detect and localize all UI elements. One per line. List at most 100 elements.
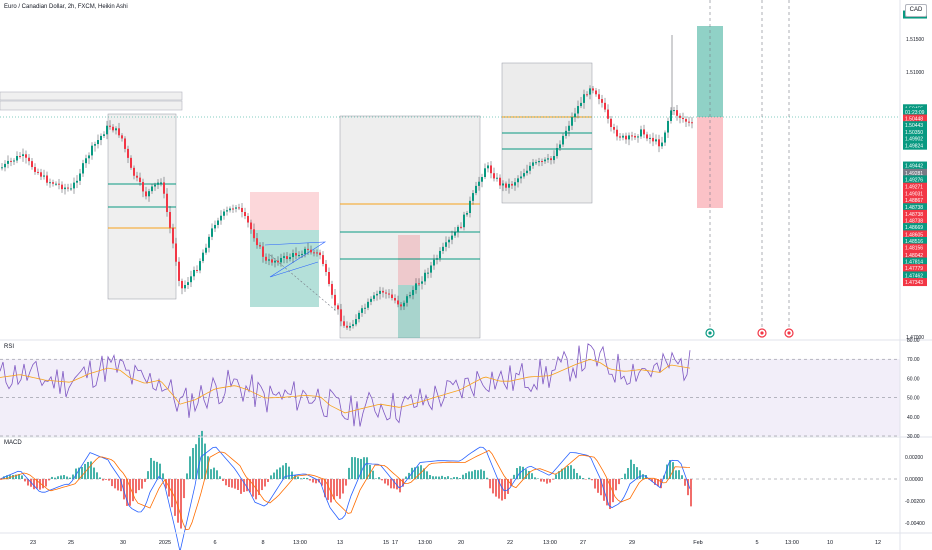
macd-histogram-bar [183,479,185,499]
price-badge [903,243,927,252]
candle [58,183,60,185]
pattern-line[interactable] [264,241,327,278]
candle [235,207,237,209]
macd-histogram-bar [582,478,584,479]
macd-line [0,446,691,550]
stop-zone[interactable] [250,192,319,230]
macd-histogram-bar [372,470,374,479]
macd-histogram-bar [435,476,437,479]
macd-histogram-bar [594,479,596,489]
macd-histogram-bar [90,461,92,479]
macd-histogram-bar [159,463,161,479]
candle [547,158,549,160]
macd-histogram-bar [84,463,86,479]
macd-histogram-bar [267,479,269,482]
candle [493,173,495,179]
rsi-line [0,343,691,427]
dollar-icon [708,331,712,335]
time-tick-label: 20 [458,540,464,546]
macd-histogram-bar [117,479,119,491]
candle [331,284,333,295]
candle [445,242,447,247]
target-zone[interactable] [250,230,319,307]
candle [631,135,633,137]
macd-histogram-bar [375,478,377,479]
candle [166,193,168,212]
candle [358,312,360,320]
price-badge [903,223,927,232]
target-zone[interactable] [697,26,723,117]
macd-histogram-bar [132,479,134,502]
price-badge-label: 1.48738 [905,218,923,224]
time-axis[interactable]: 23 25 30 2025 6 8 13:00 13 15 17 13:00 20 22 13:00 27 2… [30,540,881,546]
macd-histogram-bar [441,475,443,479]
macd-histogram-bar [348,467,350,479]
rsi-pane[interactable] [0,343,900,437]
macd-histogram-bar [204,443,206,479]
price-badge [903,182,927,191]
candle [109,125,111,127]
macd-histogram-bar [297,476,299,479]
price-badge-label: 1.49824 [905,144,923,150]
candle [67,187,69,189]
macd-histogram-bar [147,471,149,479]
candle [502,183,504,186]
macd-histogram-bar [126,479,128,506]
candle [421,281,423,284]
macd-label: MACD [4,440,22,446]
macd-histogram-bar [0,479,2,480]
macd-histogram-bar [195,444,197,479]
price-badge-label: 1.50350 [905,130,923,136]
macd-histogram-bar [51,476,53,479]
time-tick-label: 25 [68,540,74,546]
macd-histogram-bar [213,467,215,479]
target-zone[interactable] [398,285,420,338]
event-icon [760,331,764,335]
candle [550,158,552,161]
time-tick-label: 15 [383,540,389,546]
currency-button[interactable]: CAD [905,4,927,17]
macd-histogram-bar [282,465,284,479]
macd-histogram-bar [111,479,113,487]
macd-histogram-bar [330,479,332,503]
candle [580,102,582,107]
zone-box[interactable] [339,115,481,339]
macd-histogram-bar [102,479,104,481]
price-badge [903,278,927,287]
macd-histogram-bar [477,470,479,479]
candle [397,300,399,305]
macd-histogram-bar [363,457,365,479]
candle [571,117,573,126]
candle [82,163,84,174]
macd-histogram-bar [339,479,341,499]
macd-histogram-bar [465,473,467,479]
candle [70,188,72,190]
candle [685,119,687,122]
candle [73,182,75,189]
macd-pane[interactable] [0,430,900,550]
candle [301,253,303,255]
price-badge-label: 1.49281 [905,171,923,177]
zone-box[interactable] [0,91,183,101]
macd-histogram-bar [624,473,626,479]
macd-histogram-bar [270,475,272,479]
candle [340,309,342,322]
zone-box[interactable] [0,100,183,111]
candle [334,294,336,306]
rsi-tick-label: 70.00 [907,357,920,363]
candle [451,235,453,240]
price-badge-label: 1.48867 [905,198,923,204]
macd-histogram-bar [207,456,209,479]
candle [442,246,444,251]
time-tick-label: 17 [392,540,398,546]
candle [529,165,531,171]
candle [583,94,585,103]
macd-histogram-bar [141,479,143,489]
candle [223,211,225,216]
stop-zone[interactable] [398,235,420,285]
candle [184,284,186,289]
candle [577,106,579,114]
macd-histogram-bar [180,479,182,529]
